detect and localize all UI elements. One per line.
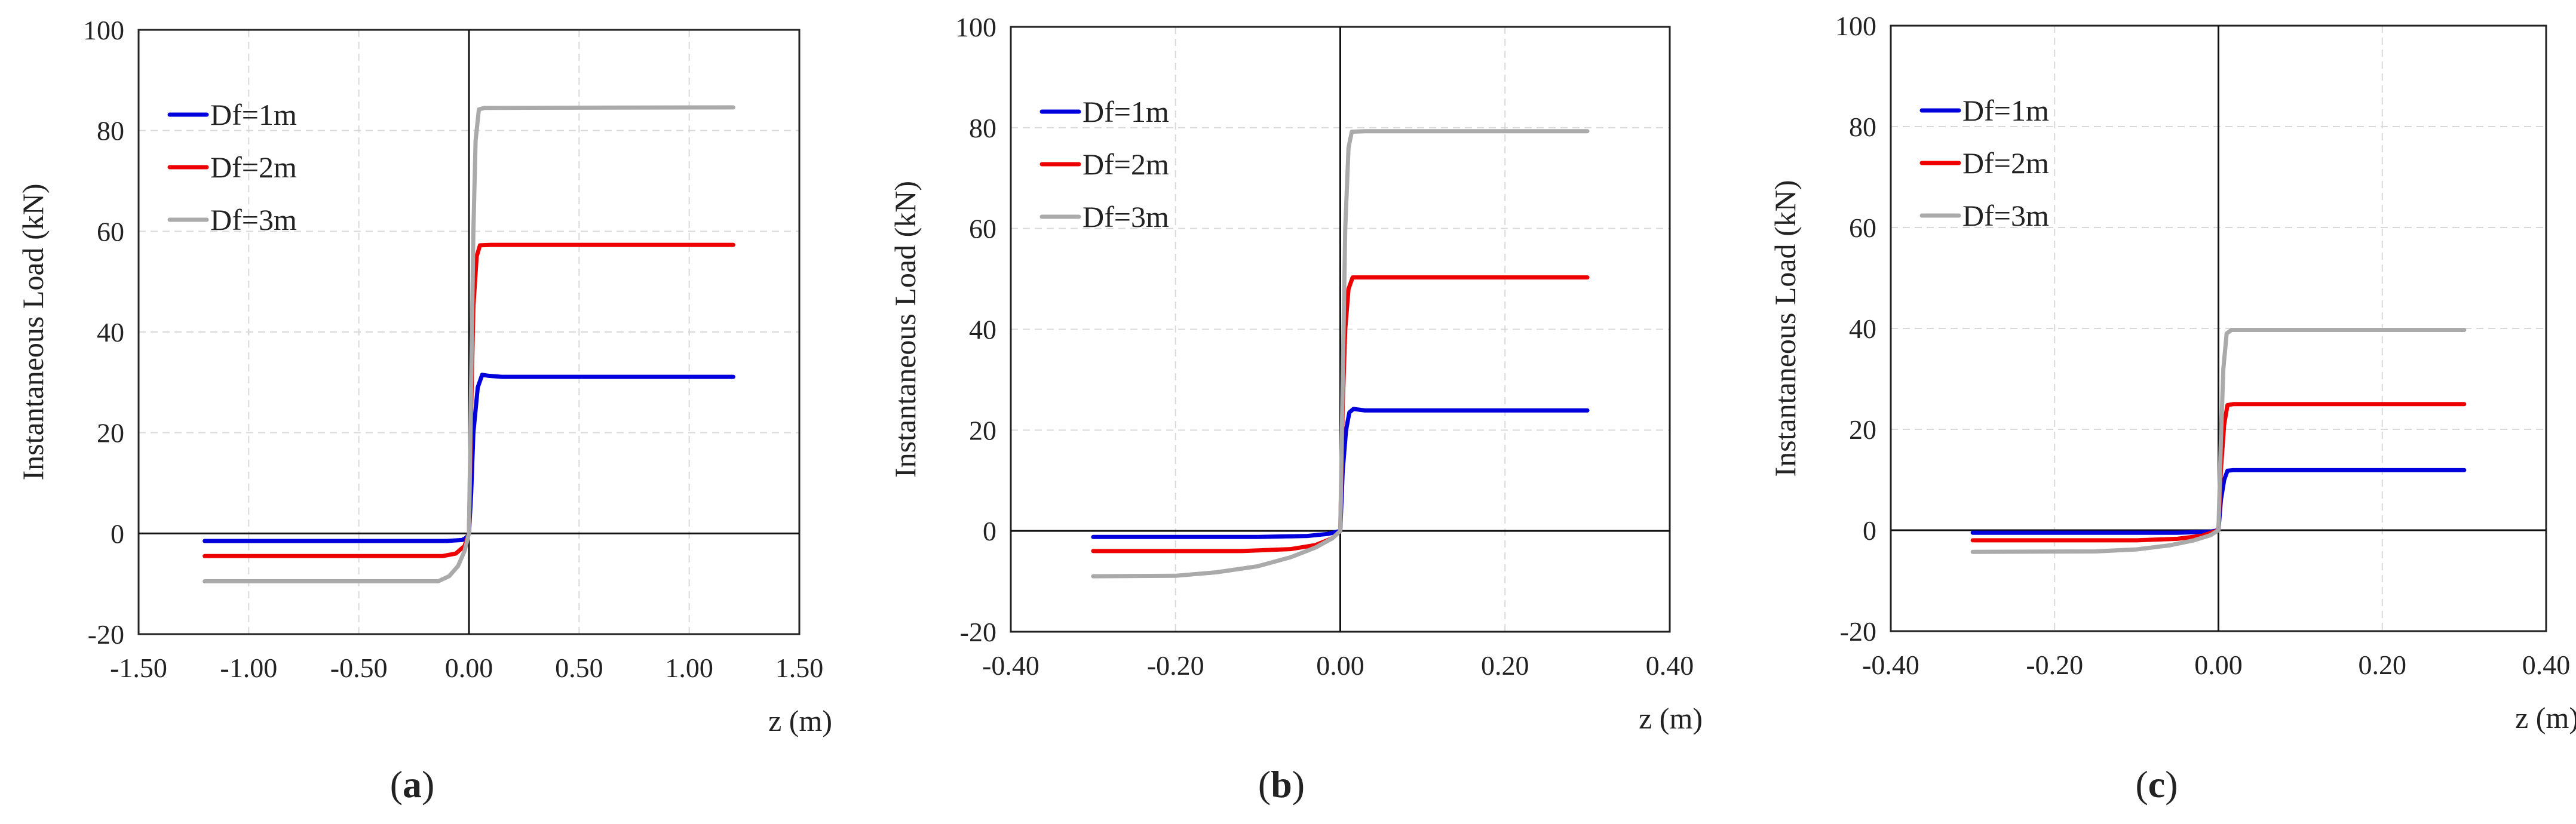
chart-a-y-tick-label: 80: [97, 116, 124, 146]
chart-c-series-line-df-3m: [1970, 328, 2467, 554]
chart-a-x-tick-label: 1.50: [775, 653, 824, 683]
chart-c-legend-label: Df=1m: [1962, 94, 2049, 127]
chart-b-y-tick-label: 40: [969, 315, 996, 345]
chart-c-y-tick-label: 20: [1849, 414, 1876, 445]
chart-b-legend-label: Df=3m: [1082, 200, 1169, 233]
chart-c-panel-caption: (c): [2135, 763, 2178, 805]
chart-b-y-tick-label: 0: [983, 516, 996, 546]
chart-c-x-tick-label: 0.00: [2194, 650, 2243, 680]
chart-c-legend-label: Df=2m: [1962, 146, 2049, 180]
chart-c-y-tick-label: 80: [1849, 112, 1876, 142]
chart-c-y-axis-title: Instantaneous Load (kN): [1768, 180, 1802, 476]
chart-a-x-tick-label: -1.00: [220, 653, 277, 683]
chart-b-x-tick-label: -0.20: [1147, 650, 1204, 681]
chart-c-panel: -20 0 20 40 60 80 100 -0.40 -0.20 0.00 0.20 0.40 z (…: [1768, 11, 2576, 805]
chart-c-y-tick-label: 0: [1863, 515, 1876, 546]
chart-a-y-tick-label: 20: [97, 418, 124, 448]
chart-b-panel-caption: (b): [1258, 763, 1305, 805]
chart-b-x-tick-label: 0.40: [1646, 650, 1694, 681]
chart-b-y-tick-label: 20: [969, 415, 996, 445]
chart-a-y-tick-label: -20: [88, 619, 124, 650]
chart-a-x-tick-label: 1.00: [665, 653, 713, 683]
chart-c-y-tick-label: 40: [1849, 313, 1876, 344]
chart-a-x-tick-label: -1.50: [110, 653, 167, 683]
chart-b-y-tick-label: 60: [969, 214, 996, 244]
chart-a-y-tick-label: 0: [111, 518, 124, 549]
chart-b-x-axis-title: z (m): [1639, 702, 1703, 735]
chart-a-panel-caption: (a): [390, 763, 435, 805]
chart-c-y-tick-label: 100: [1835, 11, 1876, 41]
chart-b-y-axis-title: Instantaneous Load (kN): [888, 181, 922, 478]
chart-c-y-tick-label: 60: [1849, 213, 1876, 243]
chart-a-panel: -20 0 20 40 60 80 100 -1.50 -1.00 -0.50 0.00 0.50 1.…: [16, 15, 832, 805]
chart-c-x-tick-label: -0.20: [2026, 650, 2083, 680]
chart-b-y-tick-label: -20: [960, 617, 996, 647]
chart-b-legend-label: Df=2m: [1082, 147, 1169, 181]
chart-c-x-tick-label: 0.20: [2359, 650, 2407, 680]
chart-b-panel: -20 0 20 40 60 80 100 -0.40 -0.20 0.00 0.20 0.40 z (…: [888, 12, 1703, 805]
chart-b-series-line-df-3m: [1091, 129, 1590, 579]
chart-b-legend-label: Df=1m: [1082, 95, 1169, 128]
chart-b-y-tick-label: 100: [955, 12, 996, 42]
chart-c-x-tick-label: 0.40: [2522, 650, 2571, 680]
chart-a-legend-label: Df=1m: [210, 98, 297, 131]
chart-a-y-tick-label: 60: [97, 216, 124, 247]
chart-c-y-tick-label: -20: [1840, 616, 1876, 647]
chart-b-x-tick-label: 0.20: [1481, 650, 1529, 681]
chart-a-legend-label: Df=2m: [210, 150, 297, 184]
chart-c-x-axis-title: z (m): [2515, 701, 2576, 734]
chart-a-legend-label: Df=3m: [210, 203, 297, 236]
chart-c-x-tick-label: -0.40: [1862, 650, 1919, 680]
chart-a-y-tick-label: 100: [83, 15, 124, 45]
chart-a-y-axis-title: Instantaneous Load (kN): [16, 183, 50, 480]
chart-a-y-tick-label: 40: [97, 317, 124, 348]
chart-c-legend-label: Df=3m: [1962, 199, 2049, 232]
chart-a-x-tick-label: -0.50: [330, 653, 388, 683]
chart-a-x-axis-title: z (m): [768, 704, 832, 737]
chart-b-x-tick-label: -0.40: [982, 650, 1039, 681]
chart-b-x-tick-label: 0.00: [1316, 650, 1364, 681]
chart-a-x-tick-label: 0.00: [445, 653, 493, 683]
chart-a-x-tick-label: 0.50: [555, 653, 603, 683]
chart-a-series-line-df-3m: [203, 105, 735, 583]
chart-b-y-tick-label: 80: [969, 113, 996, 143]
